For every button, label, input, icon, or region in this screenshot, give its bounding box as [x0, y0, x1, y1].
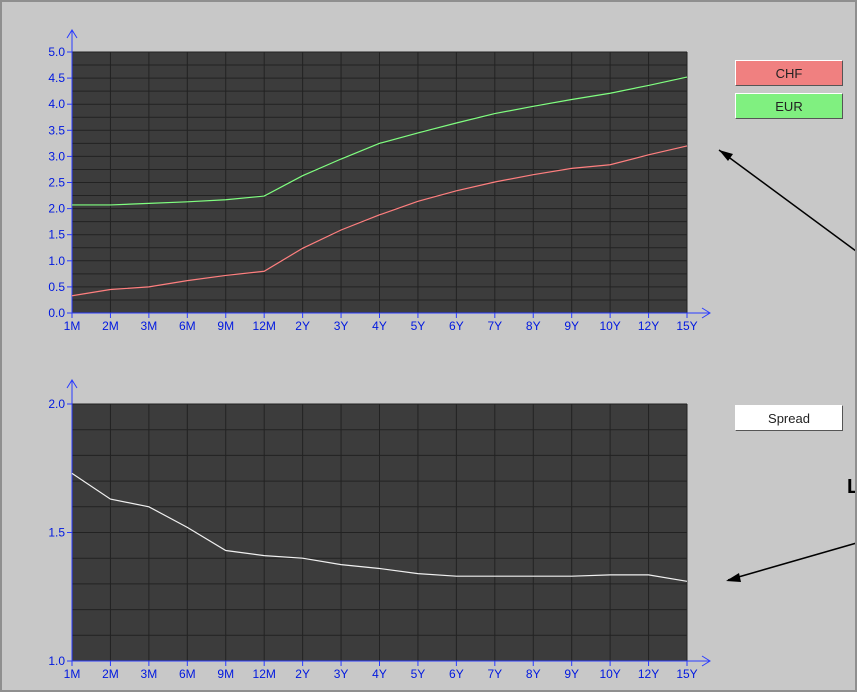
- x-tick-label: 12M: [253, 319, 276, 333]
- x-tick-label: 7Y: [487, 667, 502, 681]
- x-tick-label: 15Y: [676, 667, 697, 681]
- y-tick-label: 2.0: [48, 202, 65, 216]
- y-tick-label: 2.5: [48, 176, 65, 190]
- y-axis-arrow: [66, 379, 78, 389]
- x-tick-label: 2M: [102, 319, 119, 333]
- annotation-arrow-top: [718, 149, 855, 252]
- x-tick-label: 5Y: [411, 667, 426, 681]
- y-tick-label: 1.5: [48, 526, 65, 540]
- x-tick-label: 6M: [179, 319, 196, 333]
- x-tick-label: 7Y: [487, 319, 502, 333]
- annotation-arrows: [718, 149, 855, 582]
- x-axis-arrow: [701, 307, 711, 319]
- annotation-arrow-bottom: [727, 542, 855, 581]
- series-line-chf: [71, 145, 688, 297]
- x-tick-label: 9M: [217, 667, 234, 681]
- x-tick-label: 10Y: [599, 667, 620, 681]
- x-tick-label: 10Y: [599, 319, 620, 333]
- x-tick-label: 3M: [141, 319, 158, 333]
- x-tick-label: 3Y: [334, 667, 349, 681]
- y-tick-label: 3.5: [48, 123, 65, 137]
- y-tick-label: 0.5: [48, 280, 65, 294]
- x-tick-label: 4Y: [372, 667, 387, 681]
- chart-2: 1.0 1.5 2.0 1M 2M 3M 6M 9M 12M 2Y 3Y 4Y 5Y 6Y 7Y 8Y 9Y 10…: [48, 379, 711, 681]
- x-tick-label: 9Y: [564, 319, 579, 333]
- x-axis-arrow: [701, 655, 711, 667]
- x-tick-label: 1M: [64, 667, 81, 681]
- legend-button-eur[interactable]: EUR: [735, 93, 843, 119]
- x-tick-label: 8Y: [526, 319, 541, 333]
- y-tick-label: 0.0: [48, 306, 65, 320]
- x-tick-label: 12Y: [638, 667, 659, 681]
- x-tick-label: 2Y: [295, 319, 310, 333]
- y-tick-label: 1.0: [48, 254, 65, 268]
- x-tick-label: 3Y: [334, 319, 349, 333]
- y-tick-label: 2.0: [48, 397, 65, 411]
- y-tick-label: 4.5: [48, 71, 65, 85]
- x-tick-label: 6M: [179, 667, 196, 681]
- legend-button-chf[interactable]: CHF: [735, 60, 843, 86]
- y-axis-arrow: [66, 29, 78, 39]
- legend-button-spread[interactable]: Spread: [735, 405, 843, 431]
- x-tick-label: 2Y: [295, 667, 310, 681]
- x-tick-label: 1M: [64, 319, 81, 333]
- x-tick-label: 4Y: [372, 319, 387, 333]
- x-tick-label: 6Y: [449, 667, 464, 681]
- x-tick-label: 9M: [217, 319, 234, 333]
- y-tick-label: 1.5: [48, 228, 65, 242]
- annotation-arrowhead-top: [719, 150, 733, 161]
- series-line-eur: [72, 76, 688, 206]
- x-tick-label: 15Y: [676, 319, 697, 333]
- x-tick-label: 5Y: [411, 319, 426, 333]
- x-tick-label: 8Y: [526, 667, 541, 681]
- chart-1: 0.0 0.5 1.0 1.5 2.0 2.5 3.0 3.5 4.0 4.5 5.0 1M 2M 3M 6…: [48, 29, 711, 333]
- x-tick-label: 12M: [253, 667, 276, 681]
- series-line-spread: [71, 472, 688, 582]
- x-tick-label: 3M: [141, 667, 158, 681]
- y-tick-label: 1.0: [48, 654, 65, 668]
- x-tick-label: 9Y: [564, 667, 579, 681]
- x-tick-label: 6Y: [449, 319, 464, 333]
- y-tick-label: 4.0: [48, 97, 65, 111]
- x-tick-label: 12Y: [638, 319, 659, 333]
- y-tick-label: 5.0: [48, 45, 65, 59]
- annotation-arrowhead-bottom: [726, 573, 741, 582]
- annotation-label: L: [847, 476, 855, 499]
- x-tick-label: 2M: [102, 667, 119, 681]
- y-tick-label: 3.0: [48, 149, 65, 163]
